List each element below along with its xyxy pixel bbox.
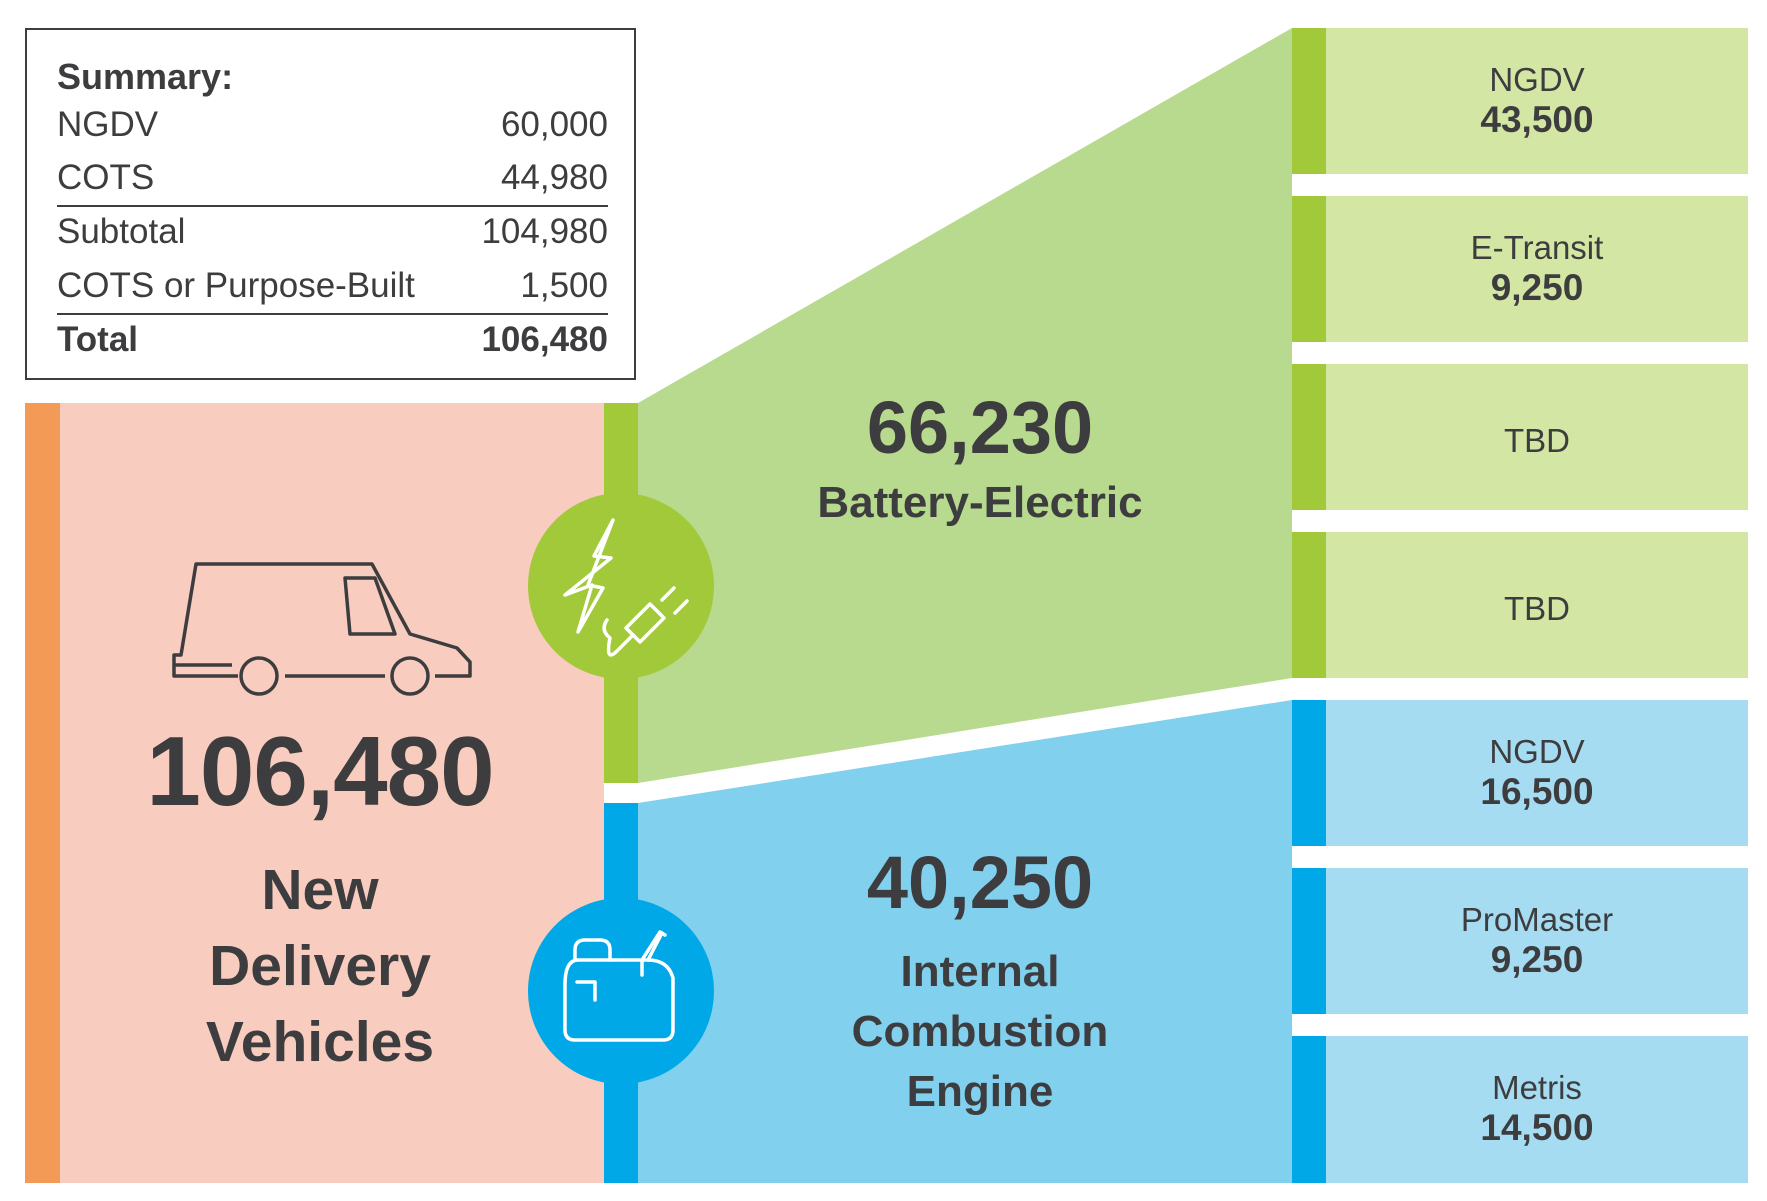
bev-item-bg bbox=[1326, 28, 1748, 174]
ice-divider bbox=[1292, 1014, 1748, 1036]
ice-item-name: NGDV bbox=[1489, 733, 1585, 770]
ice-caption-line: Internal bbox=[900, 947, 1060, 996]
bev-item-bg bbox=[1326, 532, 1748, 678]
bev-item-name: TBD bbox=[1504, 590, 1570, 627]
ice-item-value: 9,250 bbox=[1490, 939, 1584, 980]
summary-divider bbox=[57, 313, 608, 315]
summary-row-label: Total bbox=[57, 320, 139, 359]
bev-item-value: 9,250 bbox=[1490, 267, 1584, 308]
electric-circle bbox=[528, 493, 714, 679]
bev-divider bbox=[1292, 174, 1748, 196]
summary-row-value: 104,980 bbox=[481, 212, 608, 251]
summary-row-label: COTS bbox=[57, 158, 155, 197]
bev-divider bbox=[1292, 342, 1748, 364]
ice-item-name: ProMaster bbox=[1460, 901, 1614, 938]
bev-item-name: E-Transit bbox=[1470, 229, 1604, 266]
battery-electric-value: 66,230 bbox=[866, 386, 1094, 469]
summary-row-label: COTS or Purpose-Built bbox=[57, 266, 415, 305]
bev-item: E-Transit 9,250 bbox=[1326, 229, 1748, 309]
delivery-van-icon bbox=[172, 562, 472, 696]
summary-row-label: NGDV bbox=[57, 105, 159, 144]
total-caption: New Delivery Vehicles bbox=[60, 852, 580, 1080]
orange-bar bbox=[25, 403, 60, 1183]
total-caption-line: Delivery bbox=[209, 934, 431, 998]
summary-row: COTS or Purpose-Built 1,500 bbox=[57, 266, 608, 318]
ice-item: Metris 14,500 bbox=[1326, 1069, 1748, 1149]
summary-row-value: 44,980 bbox=[500, 158, 608, 197]
battery-electric-panel bbox=[638, 28, 1292, 783]
total-caption-line: New bbox=[261, 858, 379, 922]
summary-row-label: Subtotal bbox=[57, 212, 186, 251]
ice-item-bg bbox=[1326, 700, 1748, 846]
ice-item: NGDV 16,500 bbox=[1326, 733, 1748, 813]
bev-item-value: 43,500 bbox=[1480, 99, 1594, 140]
bev-item: TBD bbox=[1326, 590, 1748, 628]
summary-title: Summary: bbox=[57, 56, 234, 97]
bev-item-bg bbox=[1326, 364, 1748, 510]
internal-combustion-panel bbox=[638, 700, 1292, 1183]
battery-electric-caption: Battery-Electric bbox=[817, 478, 1143, 527]
summary-row-value: 1,500 bbox=[520, 266, 608, 305]
summary-box: Summary: NGDV 60,000 COTS 44,980 Subtota… bbox=[25, 28, 636, 380]
bev-item-name: NGDV bbox=[1489, 61, 1585, 98]
summary-total-row: Total 106,480 bbox=[57, 320, 608, 372]
internal-combustion-value: 40,250 bbox=[866, 841, 1094, 924]
blue-item-bar bbox=[1292, 700, 1326, 1183]
internal-combustion-caption: Internal Combustion Engine bbox=[700, 942, 1260, 1122]
summary-row-value: 106,480 bbox=[481, 320, 608, 359]
summary-row: Subtotal 104,980 bbox=[57, 212, 608, 264]
fuel-can-icon bbox=[563, 930, 675, 1042]
ice-item-value: 14,500 bbox=[1480, 1107, 1594, 1148]
ice-caption-line: Combustion bbox=[851, 1007, 1109, 1056]
summary-row: COTS 44,980 bbox=[57, 158, 608, 210]
electric-plug-icon bbox=[563, 518, 689, 657]
bev-item: TBD bbox=[1326, 422, 1748, 460]
ice-item-bg bbox=[1326, 868, 1748, 1014]
summary-row-value: 60,000 bbox=[500, 105, 608, 144]
ice-divider bbox=[1292, 846, 1748, 868]
total-panel bbox=[60, 403, 604, 1183]
ice-item: ProMaster 9,250 bbox=[1326, 901, 1748, 981]
bev-item-bg bbox=[1326, 196, 1748, 342]
ice-item-value: 16,500 bbox=[1480, 771, 1594, 812]
summary-divider bbox=[57, 205, 608, 207]
bev-item: NGDV 43,500 bbox=[1326, 61, 1748, 141]
summary-row: NGDV 60,000 bbox=[57, 105, 608, 157]
ice-item-bg bbox=[1326, 1036, 1748, 1183]
bev-item-name: TBD bbox=[1504, 422, 1570, 459]
bev-divider bbox=[1292, 510, 1748, 532]
total-caption-line: Vehicles bbox=[205, 1010, 435, 1074]
total-value: 106,480 bbox=[146, 716, 494, 826]
ice-caption-line: Engine bbox=[906, 1067, 1054, 1116]
ice-item-name: Metris bbox=[1492, 1069, 1582, 1106]
